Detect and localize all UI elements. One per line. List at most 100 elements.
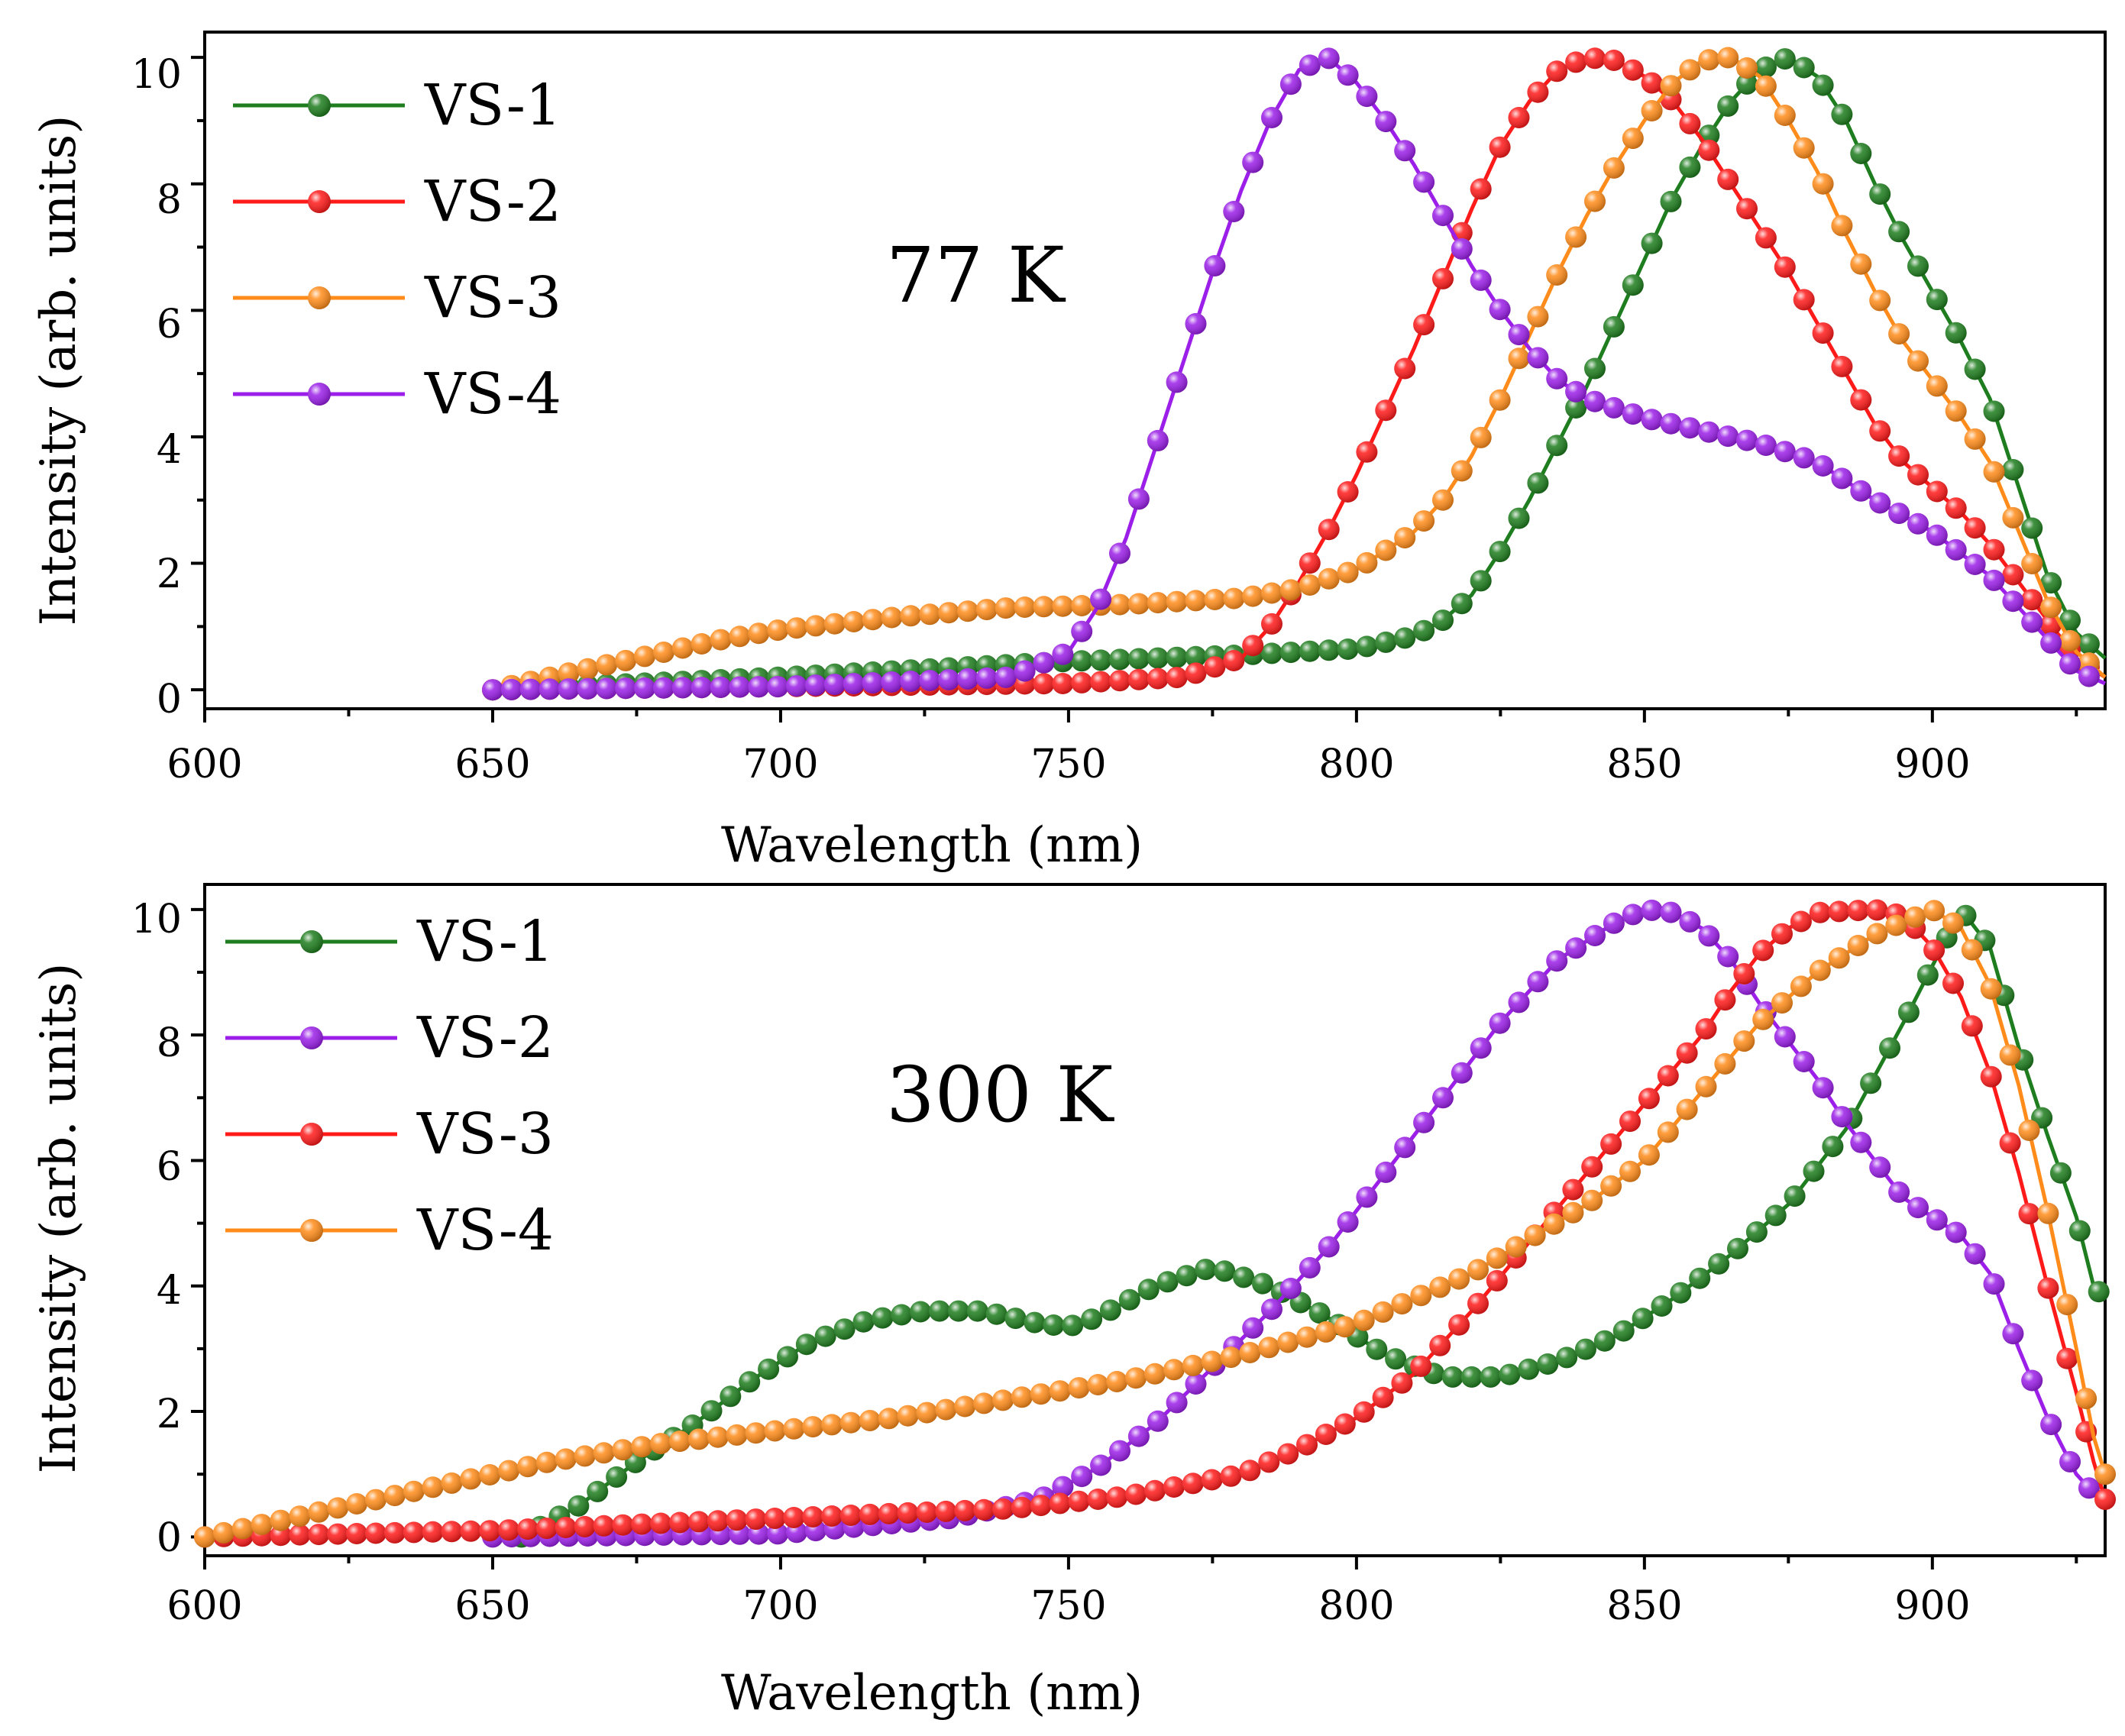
data-point-shine <box>1983 569 2005 591</box>
data-point-shine <box>1394 140 1416 162</box>
data-point-shine <box>1277 1331 1299 1353</box>
y-tick-label: 8 <box>157 177 182 223</box>
data-point-shine <box>726 1509 748 1531</box>
x-tick-label: 600 <box>167 742 242 787</box>
data-point-shine <box>1812 173 1834 195</box>
data-point-shine <box>1127 593 1150 615</box>
data-point-shine <box>1125 1483 1147 1505</box>
data-point-shine <box>327 1497 349 1519</box>
data-point-shine <box>1670 1282 1692 1304</box>
legend-marker-shine <box>308 94 331 117</box>
data-point-shine <box>2021 517 2043 539</box>
data-point-shine <box>1619 1160 1641 1182</box>
data-point-shine <box>748 676 770 698</box>
data-point-shine <box>327 1523 349 1545</box>
data-point-shine <box>1603 315 1625 338</box>
data-point-shine <box>1353 1309 1375 1331</box>
data-point-shine <box>1812 322 1834 344</box>
data-point-shine <box>1470 426 1492 448</box>
data-point-shine <box>957 668 978 690</box>
data-point-shine <box>975 599 998 621</box>
data-point-shine <box>1546 950 1568 972</box>
data-point-shine <box>2049 1162 2072 1184</box>
legend-marker-shine <box>300 1219 323 1242</box>
data-point-shine <box>1337 561 1359 584</box>
data-point-shine <box>1410 1285 1432 1307</box>
data-point-shine <box>1660 412 1682 435</box>
data-point-shine <box>1622 59 1644 81</box>
data-point-shine <box>1489 541 1511 563</box>
data-point-shine <box>669 1511 691 1534</box>
data-point-shine <box>2021 553 2043 574</box>
data-point-shine <box>1926 375 1948 397</box>
data-point-shine <box>938 669 960 690</box>
legend-label: VS-4 <box>416 1198 554 1263</box>
data-point-shine <box>1603 50 1625 71</box>
data-point-shine <box>1299 574 1321 596</box>
data-point-shine <box>804 615 826 637</box>
data-point-shine <box>517 1456 539 1478</box>
data-point-shine <box>1356 551 1378 574</box>
series-markers-vs-4 <box>482 47 2100 701</box>
data-point-shine <box>1907 350 1929 372</box>
data-point-shine <box>1926 480 1948 503</box>
data-point-shine <box>804 674 826 697</box>
data-point-shine <box>1201 1350 1223 1372</box>
data-point-shine <box>839 1505 862 1526</box>
legend-label: VS-2 <box>424 169 561 234</box>
data-point-shine <box>587 1480 609 1502</box>
data-point-shine <box>1803 1160 1825 1182</box>
data-point-shine <box>1261 642 1282 664</box>
data-point-shine <box>748 622 770 645</box>
data-point-shine <box>671 637 694 659</box>
data-point-shine <box>1945 497 1967 519</box>
data-point-shine <box>1087 1489 1109 1510</box>
data-point-shine <box>539 678 561 700</box>
data-point-shine <box>1062 1314 1084 1337</box>
data-point-shine <box>1565 380 1587 402</box>
data-point-shine <box>938 602 960 624</box>
data-point-shine <box>1879 1037 1900 1059</box>
data-point-shine <box>460 1468 482 1490</box>
data-point-shine <box>289 1524 311 1546</box>
data-point-shine <box>1964 428 1986 450</box>
data-point-shine <box>1622 274 1644 296</box>
data-point-shine <box>1641 409 1663 431</box>
data-point-shine <box>1546 367 1568 390</box>
data-point-shine <box>872 1307 894 1329</box>
data-point-shine <box>1980 978 2002 1000</box>
data-point-shine <box>1394 627 1416 649</box>
data-point-shine <box>555 1517 577 1538</box>
data-point-shine <box>1223 201 1245 222</box>
data-point-shine <box>1983 1273 2005 1295</box>
data-point-shine <box>346 1493 367 1515</box>
data-point-shine <box>1296 1326 1318 1348</box>
data-point-shine <box>1375 539 1397 561</box>
x-tick-label: 800 <box>1318 1583 1394 1629</box>
data-point-shine <box>2040 596 2062 619</box>
data-point-shine <box>1619 1110 1641 1133</box>
data-point-shine <box>1527 347 1549 369</box>
data-point-shine <box>795 1334 817 1356</box>
data-point-shine <box>650 1512 672 1534</box>
data-point-shine <box>729 676 751 698</box>
x-tick-labels: 600 650 700 750 800 850 900 <box>167 1583 1970 1629</box>
data-point-shine <box>1356 441 1378 463</box>
data-point-shine <box>1717 47 1739 69</box>
data-point-shine <box>1562 1178 1584 1201</box>
data-point-shine <box>1185 312 1207 335</box>
data-point-shine <box>1717 425 1739 448</box>
data-point-shine <box>403 1480 425 1502</box>
data-point-shine <box>1242 1317 1264 1339</box>
data-point-shine <box>1581 1189 1603 1211</box>
data-point-shine <box>1242 585 1264 607</box>
data-point-shine <box>786 617 807 639</box>
data-point-shine <box>1318 567 1340 590</box>
data-point-shine <box>2002 564 2024 586</box>
data-point-shine <box>1695 1018 1717 1040</box>
data-point-shine <box>992 1389 1014 1411</box>
data-point-shine <box>862 672 884 694</box>
data-point-shine <box>577 658 599 680</box>
x-tick-labels: 600 650 700 750 800 850 900 <box>167 742 1970 787</box>
data-point-shine <box>833 1318 855 1340</box>
